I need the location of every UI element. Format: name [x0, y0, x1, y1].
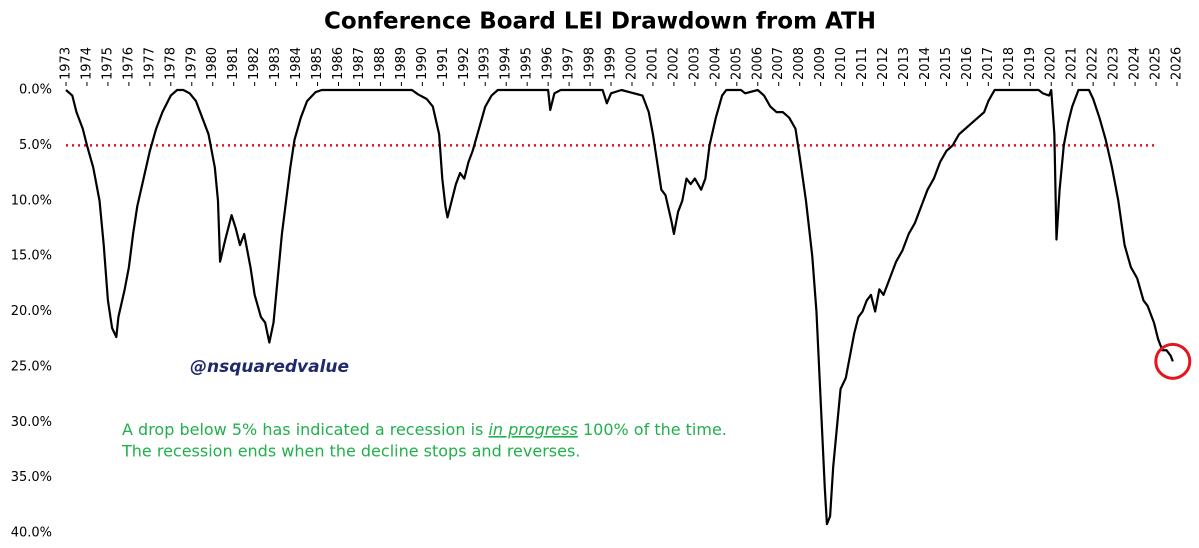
x-tick-label: 1996	[541, 47, 556, 80]
x-tick-label: 2001	[645, 47, 660, 80]
x-tick-label: 2016	[960, 47, 975, 80]
x-tick-label: 1978	[163, 47, 178, 80]
x-tick-label: 2008	[792, 47, 807, 80]
x-tick-label: 1986	[331, 47, 346, 80]
note-text: 100% of the time.	[578, 420, 727, 439]
x-tick-label: 1992	[457, 47, 472, 80]
chart-title: Conference Board LEI Drawdown from ATH	[324, 9, 876, 35]
x-tick-label: 1974	[79, 47, 94, 80]
x-tick-label: 2003	[687, 47, 702, 80]
x-tick-label: 1999	[604, 47, 619, 80]
x-tick-label: 1997	[562, 47, 577, 80]
x-tick-label: 1987	[352, 47, 367, 80]
y-tick-label: 40.0%	[11, 526, 52, 541]
x-tick-label: 1981	[226, 47, 241, 80]
x-tick-label: 2023	[1107, 47, 1122, 80]
x-tick-label: 2002	[666, 47, 681, 80]
x-tick-label: 1988	[373, 47, 388, 80]
x-tick-label: 2026	[1170, 47, 1185, 80]
y-tick-label: 10.0%	[11, 193, 52, 208]
x-tick-label: 2015	[939, 47, 954, 80]
x-tick-label: 1984	[289, 47, 304, 80]
x-tick-label: 1989	[394, 47, 409, 80]
x-tick-label: 1979	[184, 47, 199, 80]
x-tick-label: 2024	[1128, 47, 1143, 80]
x-tick-label: 1976	[121, 47, 136, 80]
highlight-circle	[1154, 342, 1192, 380]
y-tick-label: 20.0%	[11, 304, 52, 319]
x-tick-label: 1990	[415, 47, 430, 80]
note: The recession ends when the decline stop…	[121, 442, 580, 461]
note-emphasis: in progress	[488, 420, 577, 439]
x-tick-label: 2007	[771, 47, 786, 80]
x-tick-label: 2014	[918, 47, 933, 80]
x-tick-label: 2022	[1086, 47, 1101, 80]
x-tick-label: 2019	[1023, 47, 1038, 80]
y-tick-label: 25.0%	[11, 359, 52, 374]
y-tick-label: 30.0%	[11, 415, 52, 430]
y-tick-label: 5.0%	[19, 138, 52, 153]
x-tick-label: 1980	[205, 47, 220, 80]
x-tick-label: 1977	[142, 47, 157, 80]
x-tick-label: 1991	[436, 47, 451, 80]
x-tick-label: 2011	[855, 47, 870, 80]
x-tick-label: 2010	[834, 47, 849, 80]
x-tick-label: 2018	[1002, 47, 1017, 80]
x-tick-label: 1975	[100, 47, 115, 80]
x-tick-label: 1994	[499, 47, 514, 80]
x-tick-label: 2021	[1065, 47, 1080, 80]
x-tick-label: 1983	[268, 47, 283, 80]
y-tick-label: 15.0%	[11, 249, 52, 264]
x-tick-label: 1998	[583, 47, 598, 80]
x-tick-label: 1973	[59, 47, 74, 80]
x-tick-label: 1985	[310, 47, 325, 80]
note: A drop below 5% has indicated a recessio…	[122, 420, 727, 439]
x-tick-label: 2004	[708, 47, 723, 80]
y-tick-label: 35.0%	[11, 470, 52, 485]
line	[65, 88, 1174, 526]
x-tick-label: 1982	[247, 47, 262, 80]
x-tick-label: 2012	[876, 47, 891, 80]
x-tick-label: 2025	[1149, 47, 1164, 80]
x-tick-label: 2020	[1044, 47, 1059, 80]
x-tick-label: 2013	[897, 47, 912, 80]
note-text: A drop below 5% has indicated a recessio…	[122, 420, 488, 439]
y-tick-label: 0.0%	[19, 83, 52, 98]
x-tick-label: 2005	[729, 47, 744, 80]
watermark: @nsquaredvalue	[190, 357, 349, 377]
x-tick-label: 2017	[981, 47, 996, 80]
x-tick-label: 1993	[478, 47, 493, 80]
x-tick-label: 1995	[520, 47, 535, 80]
x-tick-label: 2009	[813, 47, 828, 80]
x-tick-label: 2000	[624, 47, 639, 80]
x-tick-label: 2006	[750, 47, 765, 80]
